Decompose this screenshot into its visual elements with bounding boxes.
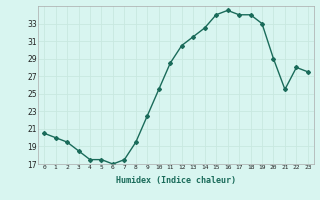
X-axis label: Humidex (Indice chaleur): Humidex (Indice chaleur) — [116, 176, 236, 185]
